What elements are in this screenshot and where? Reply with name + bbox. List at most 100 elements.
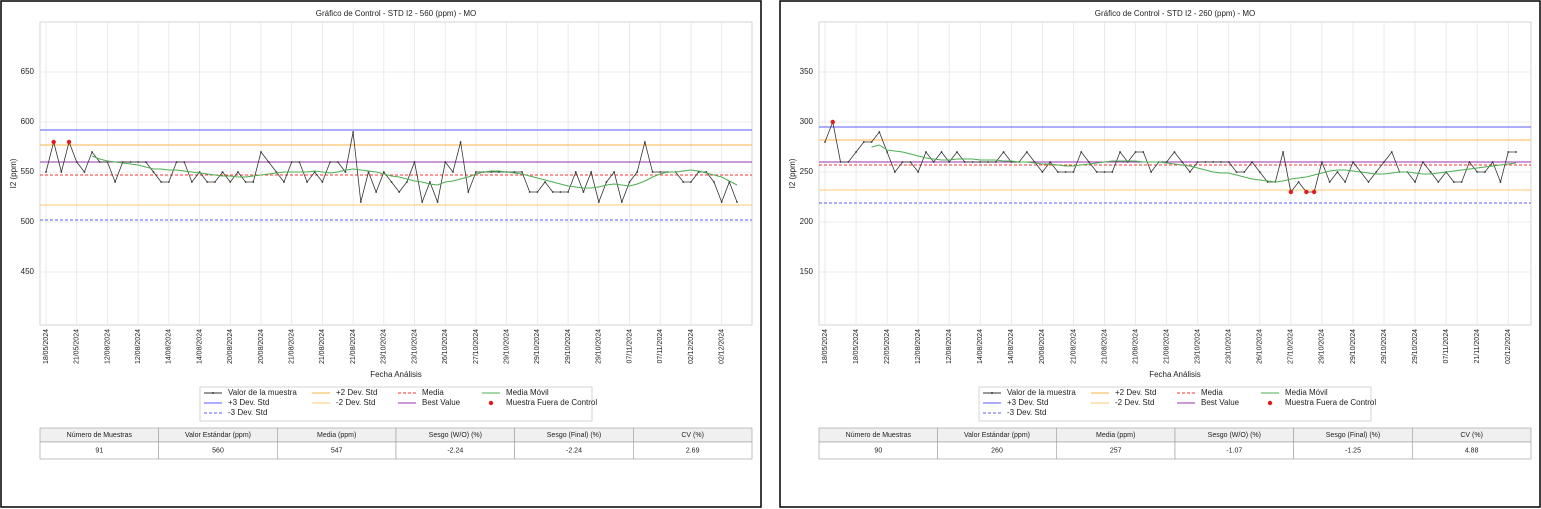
sample-marker [1150, 171, 1152, 173]
sample-marker [1251, 161, 1253, 163]
sample-marker [620, 201, 623, 203]
legend-label: Media [422, 388, 444, 397]
sample-marker [878, 131, 881, 133]
sample-marker [1429, 171, 1432, 173]
sample-marker [613, 171, 616, 173]
legend-box [978, 386, 1372, 422]
y-tick-label: 300 [800, 117, 814, 126]
sample-marker [298, 161, 301, 163]
sample-marker [855, 151, 857, 153]
legend-label: Media Móvil [506, 388, 549, 397]
sample-marker [344, 171, 347, 173]
chart-title: Gráfico de Control - STD I2 - 560 (ppm) … [316, 9, 477, 18]
sample-marker [91, 151, 93, 153]
sample-marker [329, 161, 331, 163]
legend-label: Best Value [422, 398, 461, 407]
plot-area [818, 21, 1532, 326]
legend-swatch-marker [1267, 400, 1273, 406]
sample-marker [167, 181, 170, 183]
sample-marker [1111, 171, 1114, 173]
sample-marker [597, 201, 600, 203]
x-tick-label: 02/12/2024 [688, 329, 695, 364]
sample-marker [1367, 181, 1370, 183]
sample-marker [528, 191, 531, 193]
sample-marker [1344, 181, 1347, 183]
sample-marker [590, 171, 593, 173]
out-of-control-marker [51, 139, 56, 145]
table-header: Número de Muestras [846, 432, 912, 439]
sample-marker [214, 181, 216, 183]
sample-marker [1243, 171, 1246, 173]
sample-marker [862, 141, 865, 143]
sample-marker [1119, 151, 1121, 153]
sample-marker [909, 161, 912, 163]
x-tick-label: 22/05/2024 [884, 329, 891, 364]
sample-marker [1328, 181, 1331, 183]
x-tick-label: 21/08/2024 [1132, 329, 1139, 364]
table-header: Sesgo (W/O) (%) [1208, 432, 1261, 439]
legend-label: Best Value [1201, 398, 1240, 407]
sample-marker [979, 161, 982, 163]
sample-marker [605, 181, 608, 183]
legend-swatch-marker [991, 392, 993, 394]
x-tick-label: 23/10/2024 [1226, 329, 1233, 364]
sample-marker [1064, 171, 1067, 173]
x-tick-label: 26/10/2024 [442, 329, 449, 364]
x-tick-label: 29/10/2024 [1412, 329, 1419, 364]
x-tick-label: 21/08/2024 [1101, 329, 1108, 364]
sample-marker [1336, 171, 1339, 173]
sample-marker [221, 171, 224, 173]
legend-label: Muestra Fuera de Control [506, 398, 597, 407]
sample-marker [1057, 171, 1059, 173]
sample-marker [1220, 161, 1222, 163]
sample-marker [839, 161, 842, 163]
sample-marker [847, 161, 850, 163]
y-axis-label: I2 (ppm) [788, 158, 797, 188]
table-value: -2.24 [566, 447, 582, 454]
x-tick-label: 23/10/2024 [381, 329, 388, 364]
table-value: 560 [212, 447, 224, 454]
x-tick-label: 23/10/2024 [411, 329, 418, 364]
x-tick-label: 21/08/2024 [289, 329, 296, 364]
sample-marker [83, 171, 86, 173]
y-tick-label: 550 [21, 167, 35, 176]
y-axis-label: I2 (ppm) [9, 158, 18, 188]
x-axis-label: Fecha Análisis [370, 370, 422, 379]
sample-marker [405, 181, 408, 183]
table-header: Media (ppm) [1096, 432, 1135, 439]
sample-marker [1049, 161, 1052, 163]
sample-marker [1103, 171, 1106, 173]
x-tick-label: 14/08/2024 [977, 329, 984, 364]
sample-marker [1499, 181, 1502, 183]
sample-marker [260, 151, 262, 153]
table-value: -2.24 [447, 447, 463, 454]
sample-marker [1002, 151, 1005, 153]
table-header: CV (%) [1460, 432, 1483, 439]
x-tick-label: 12/08/2024 [946, 329, 953, 364]
x-tick-label: 27/10/2024 [1288, 329, 1295, 364]
x-tick-label: 21/11/2024 [1474, 329, 1481, 364]
x-tick-label: 29/10/2024 [1381, 329, 1388, 364]
x-tick-label: 20/08/2024 [258, 329, 265, 364]
sample-marker [1142, 151, 1145, 153]
sample-marker [736, 201, 738, 203]
sample-marker [1088, 161, 1090, 163]
x-tick-label: 02/12/2024 [718, 329, 725, 364]
x-tick-label: 12/08/2024 [104, 329, 111, 364]
sample-marker [1173, 151, 1176, 153]
table-header: Sesgo (Final) (%) [1326, 432, 1380, 439]
sample-marker [994, 161, 997, 163]
sample-marker [1383, 161, 1385, 163]
sample-marker [359, 201, 362, 203]
x-tick-label: 14/08/2024 [166, 329, 173, 364]
table-value: 91 [95, 447, 103, 454]
x-tick-label: 12/08/2024 [915, 329, 922, 364]
x-tick-label: 29/10/2024 [534, 329, 541, 364]
sample-marker [98, 161, 101, 163]
table-header: Número de Muestras [67, 432, 133, 439]
sample-marker [190, 181, 193, 183]
x-tick-label: 26/10/2024 [1257, 329, 1264, 364]
x-tick-label: 14/08/2024 [1008, 329, 1015, 364]
sample-marker [948, 161, 951, 163]
